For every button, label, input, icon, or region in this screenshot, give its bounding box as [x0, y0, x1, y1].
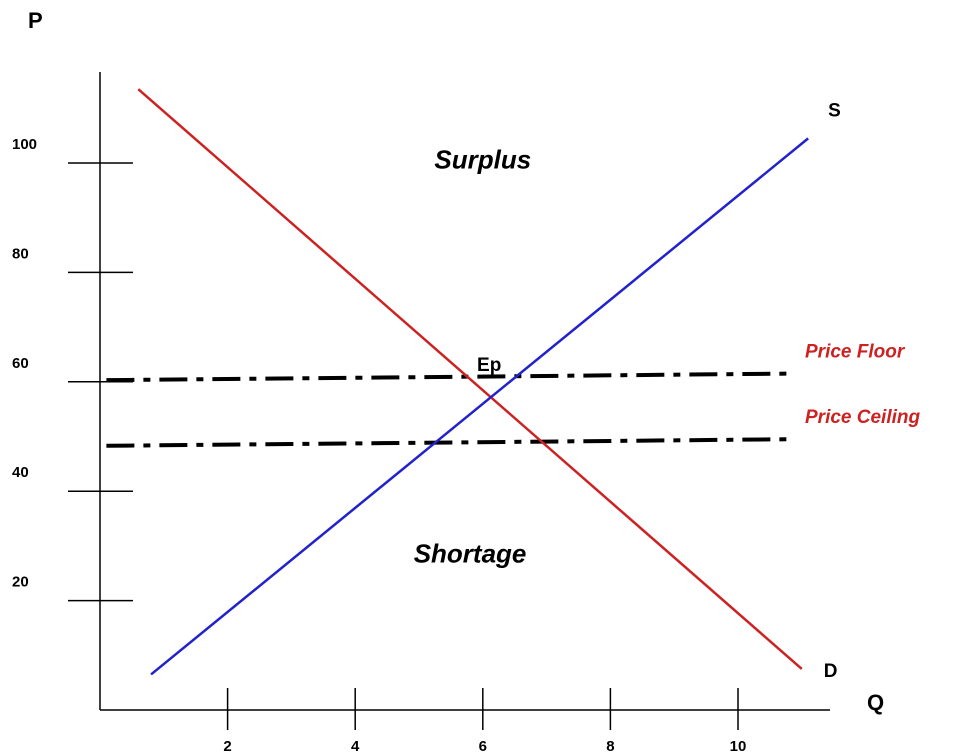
price-control-label-ceiling: Price Ceiling [805, 407, 920, 428]
x-tick-label-10: 10 [730, 738, 747, 754]
labels: Price Floor Price Ceiling D S Surplus Shortag… [414, 100, 921, 682]
y-tick-label-60: 60 [12, 355, 29, 372]
y-tick-label-100: 100 [12, 136, 37, 153]
curves [137, 88, 809, 676]
price-control-line-ceiling [106, 437, 790, 448]
y-tick-label-20: 20 [12, 574, 29, 591]
axes: 20 40 60 80 100 2 4 6 8 10 P Q [12, 8, 884, 754]
x-tick-label-4: 4 [351, 738, 360, 754]
annotation-ep: Ep [477, 355, 501, 376]
curve-S [150, 137, 809, 676]
y-tick-label-80: 80 [12, 245, 29, 262]
x-tick-label-2: 2 [223, 738, 231, 754]
y-axis-title: P [28, 8, 43, 33]
x-tick-label-8: 8 [606, 738, 614, 754]
annotation-shortage: Shortage [414, 538, 527, 568]
price-control-label-floor: Price Floor [805, 342, 906, 363]
x-axis-title: Q [867, 690, 884, 715]
x-tick-label-6: 6 [479, 738, 487, 754]
curve-D [137, 88, 803, 670]
y-tick-label-40: 40 [12, 464, 29, 481]
annotation-surplus: Surplus [434, 144, 531, 174]
curve-label-D: D [824, 661, 838, 682]
curve-label-S: S [828, 100, 841, 121]
price-control-lines [106, 371, 790, 448]
price-control-line-floor [106, 371, 790, 383]
